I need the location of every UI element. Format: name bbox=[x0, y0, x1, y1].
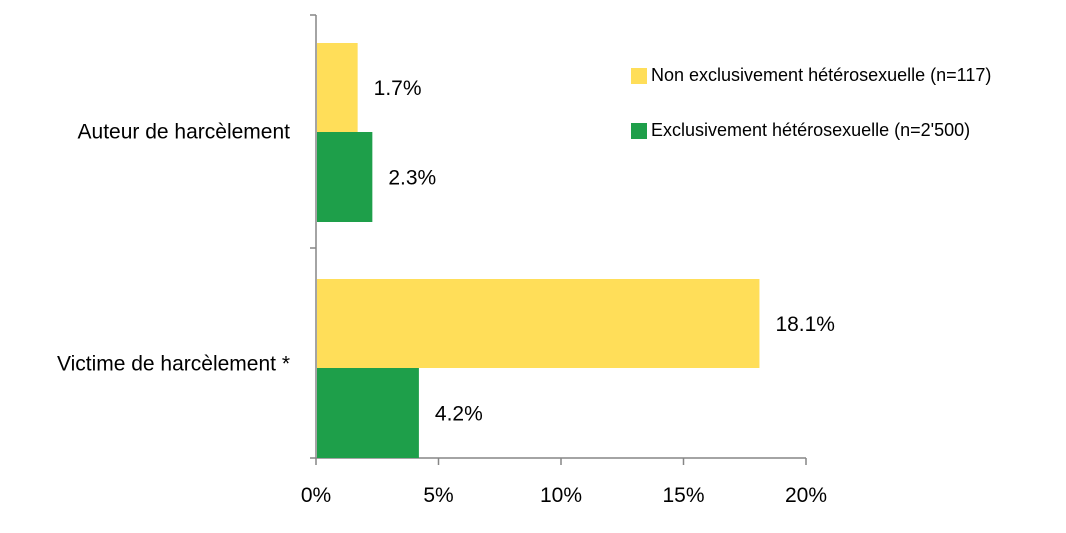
legend-swatch bbox=[631, 68, 647, 84]
x-tick-label: 20% bbox=[785, 484, 827, 507]
legend-swatch bbox=[631, 123, 647, 139]
bar bbox=[317, 279, 760, 368]
bar bbox=[317, 132, 373, 222]
data-label: 18.1% bbox=[775, 313, 835, 336]
data-label: 4.2% bbox=[435, 403, 483, 426]
axes: 0% 5% 10% 15% 20% Auteur de harcèlement Victim… bbox=[57, 14, 827, 507]
category-label: Auteur de harcèlement bbox=[78, 121, 291, 144]
category-label: Victime de harcèlement * bbox=[57, 353, 290, 376]
x-tick-label: 10% bbox=[540, 484, 582, 507]
bar bbox=[317, 368, 419, 458]
x-tick-label: 5% bbox=[423, 484, 453, 507]
legend: Non exclusivement hétérosexuelle (n=117)… bbox=[631, 65, 991, 140]
legend-label: Non exclusivement hétérosexuelle (n=117) bbox=[651, 65, 991, 85]
bar bbox=[317, 43, 358, 132]
data-label: 1.7% bbox=[374, 77, 422, 100]
bars-group: 1.7% 18.1% 2.3% 4.2% bbox=[317, 43, 835, 458]
x-tick-label: 15% bbox=[662, 484, 704, 507]
legend-label: Exclusivement hétérosexuelle (n=2'500) bbox=[651, 120, 970, 140]
x-tick-label: 0% bbox=[301, 484, 331, 507]
data-label: 2.3% bbox=[388, 167, 436, 190]
